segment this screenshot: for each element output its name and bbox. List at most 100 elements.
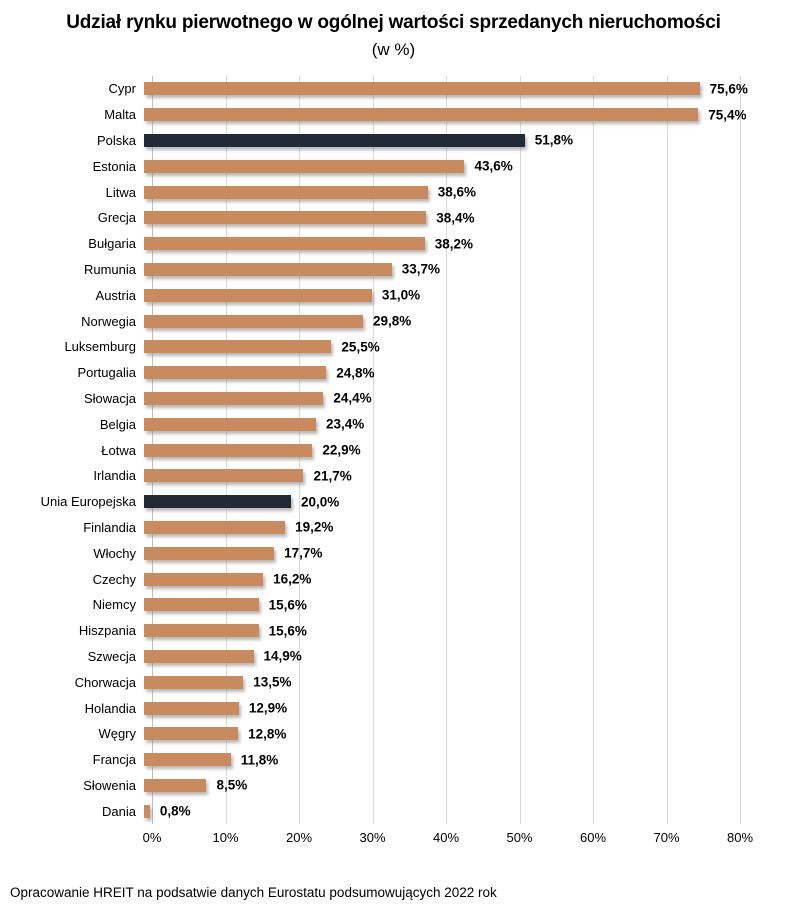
value-label: 19,2% (295, 519, 334, 535)
bar (144, 417, 316, 431)
chart-row: Luksemburg 25,5% (0, 334, 787, 360)
chart-row: Malta 75,4% (0, 102, 787, 128)
chart-row: Portugalia 24,8% (0, 360, 787, 386)
value-label: 20,0% (301, 494, 340, 510)
chart-row: Hiszpania 15,6% (0, 618, 787, 644)
bar-track: 20,0% (144, 494, 732, 510)
value-label: 29,8% (373, 313, 412, 329)
bar-track: 43,6% (144, 158, 732, 174)
chart-row: Unia Europejska 20,0% (0, 489, 787, 515)
category-label: Węgry (98, 726, 136, 742)
category-label: Dania (102, 803, 136, 819)
chart-row: Polska 51,8% (0, 128, 787, 154)
value-label: 75,4% (708, 107, 747, 123)
bar-track: 24,8% (144, 365, 732, 380)
value-label: 14,9% (263, 648, 302, 664)
value-label: 15,6% (268, 597, 307, 613)
category-label: Włochy (93, 545, 136, 561)
value-label: 21,7% (313, 468, 352, 484)
chart-row: Dania 0,8% (0, 798, 787, 824)
value-label: 33,7% (401, 261, 440, 277)
gridline (372, 76, 374, 824)
chart-row: Słowacja 24,4% (0, 386, 787, 412)
value-label: 11,8% (240, 752, 279, 768)
value-label: 38,6% (437, 184, 476, 200)
bar (144, 804, 150, 818)
gridline (446, 76, 447, 824)
value-label: 51,8% (534, 132, 573, 148)
chart-row: Norwegia 29,8% (0, 308, 787, 334)
category-label: Austria (95, 287, 136, 303)
category-label: Portugalia (77, 365, 136, 381)
x-axis: 0% 10% 20% 30% 40% 50% 60% 70% 80% (0, 830, 787, 850)
value-label: 12,8% (248, 726, 287, 742)
category-label: Luksemburg (64, 339, 136, 355)
bar (144, 159, 465, 173)
bar-track: 38,4% (144, 210, 732, 226)
bar-track: 13,5% (144, 674, 732, 690)
category-label: Litwa (105, 184, 136, 200)
value-label: 13,5% (253, 674, 292, 690)
chart-row: Grecja 38,4% (0, 205, 787, 231)
category-label: Rumunia (83, 261, 136, 277)
bar-track: 22,9% (144, 443, 732, 458)
bar (144, 237, 425, 251)
chart-rows: Cypr 75,6% Malta 75,4% Polska 51,8% Estonia 43,… (0, 76, 787, 824)
bar-track: 51,8% (144, 132, 732, 148)
bar (144, 108, 699, 122)
bar-track: 29,8% (144, 313, 732, 329)
bar (144, 366, 327, 380)
chart-row: Finlandia 19,2% (0, 515, 787, 541)
value-label: 43,6% (474, 158, 513, 174)
bar (144, 675, 244, 689)
category-label: Irlandia (93, 468, 136, 484)
bar-track: 38,2% (144, 236, 732, 251)
category-label: Unia Europejska (40, 494, 136, 510)
category-label: Czechy (92, 571, 136, 587)
bar (144, 572, 264, 586)
gridline (666, 76, 668, 824)
chart-row: Słowenia 8,5% (0, 773, 787, 799)
bar-track: 12,8% (144, 726, 732, 742)
bar (144, 598, 259, 612)
bar (144, 469, 304, 483)
value-label: 17,7% (284, 545, 323, 561)
value-label: 24,4% (333, 390, 372, 406)
chart-row: Francja 11,8% (0, 747, 787, 773)
chart-row: Estonia 43,6% (0, 153, 787, 179)
x-tick-label: 50% (506, 830, 533, 845)
bar (144, 778, 207, 792)
x-tick-label: 70% (653, 830, 680, 845)
bar-track: 0,8% (144, 804, 732, 819)
category-label: Szwecja (87, 648, 136, 664)
bar-track: 12,9% (144, 700, 732, 716)
value-label: 16,2% (273, 571, 312, 587)
chart-row: Niemcy 15,6% (0, 592, 787, 618)
bar-track: 75,6% (144, 81, 748, 96)
bar-track: 24,4% (144, 390, 732, 406)
value-label: 31,0% (381, 287, 421, 303)
bar (144, 391, 324, 405)
bar (144, 649, 254, 663)
value-label: 25,5% (341, 339, 380, 355)
bar-track: 25,5% (144, 339, 732, 355)
category-label: Grecja (97, 210, 136, 226)
bar (144, 624, 259, 638)
bar (144, 443, 313, 457)
chart-row: Litwa 38,6% (0, 179, 787, 205)
chart-row: Austria 31,0% (0, 282, 787, 308)
value-label: 38,4% (436, 210, 475, 226)
category-label: Estonia (92, 158, 136, 174)
bar (144, 185, 428, 199)
value-label: 15,6% (268, 623, 307, 639)
chart-row: Rumunia 33,7% (0, 257, 787, 283)
bar (144, 314, 364, 328)
source-note: Opracowanie HREIT na podsatwie danych Eu… (10, 885, 497, 900)
bar-track: 17,7% (144, 545, 732, 561)
bar-track: 11,8% (144, 752, 732, 768)
x-tick-label: 80% (726, 830, 754, 845)
bar-highlighted (144, 133, 525, 147)
category-label: Polska (96, 132, 136, 148)
category-label: Słowenia (83, 777, 136, 793)
value-label: 12,9% (248, 700, 288, 716)
